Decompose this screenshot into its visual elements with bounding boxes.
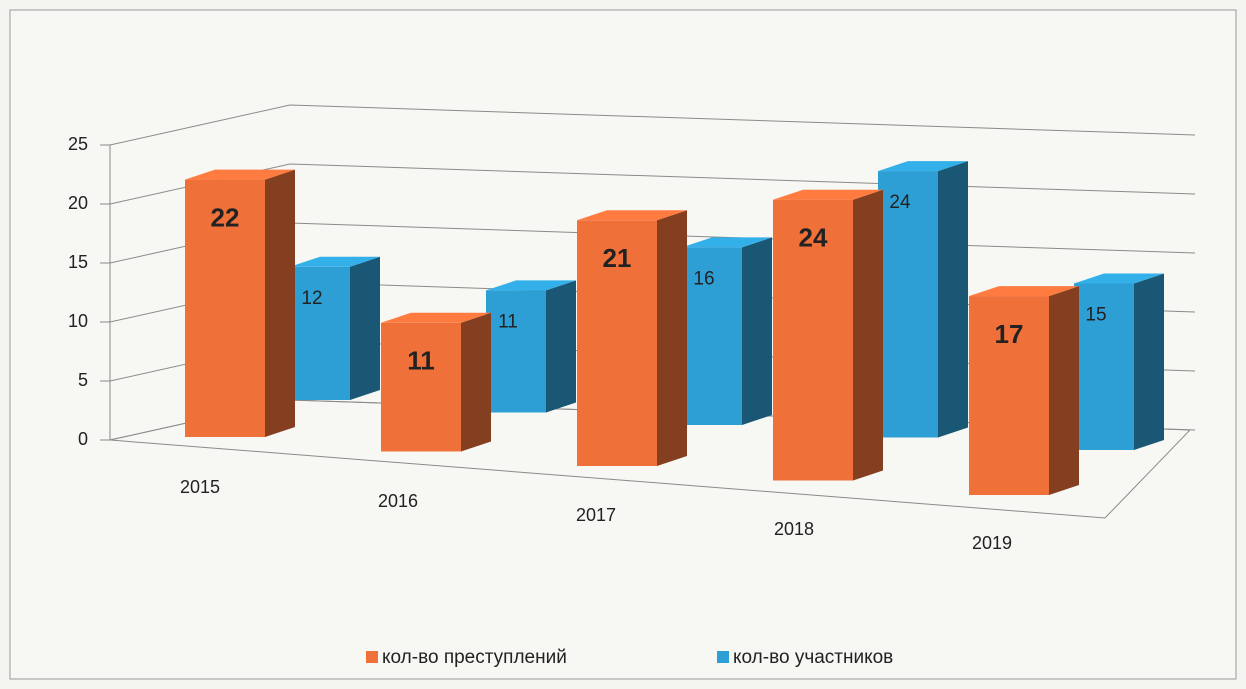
bar <box>682 247 742 425</box>
y-tick-label: 10 <box>68 311 88 331</box>
bar-group: 11 <box>486 280 576 413</box>
bar-group: 17 <box>969 286 1079 495</box>
bar <box>381 322 461 452</box>
bar-side <box>1134 273 1164 450</box>
bar-side <box>265 169 295 437</box>
data-label: 24 <box>889 192 911 213</box>
y-tick-label: 25 <box>68 134 88 154</box>
legend-swatch <box>717 651 729 663</box>
bar-side <box>350 256 380 400</box>
data-label: 12 <box>301 288 322 309</box>
data-label: 11 <box>407 346 435 376</box>
data-label: 16 <box>693 268 714 289</box>
legend-label: кол-во участников <box>733 647 893 668</box>
bar-top <box>773 189 883 200</box>
x-tick-label: 2017 <box>576 505 616 525</box>
data-label: 24 <box>799 223 828 253</box>
bar-side <box>742 237 772 425</box>
bar-side <box>1049 286 1079 495</box>
x-tick-label: 2015 <box>180 477 220 497</box>
bar-top <box>185 169 295 180</box>
data-label: 21 <box>603 243 632 273</box>
y-tick-label: 5 <box>78 370 88 390</box>
bar-group: 21 <box>577 210 687 466</box>
bar <box>969 296 1049 495</box>
bar-side <box>461 312 491 452</box>
x-tick-label: 2018 <box>774 519 814 539</box>
x-tick-label: 2016 <box>378 491 418 511</box>
bar-top <box>969 286 1079 297</box>
bar <box>486 290 546 413</box>
bar-top <box>878 161 968 172</box>
bar-group: 24 <box>773 189 883 481</box>
bar <box>290 266 350 400</box>
bar <box>773 199 853 481</box>
data-label: 15 <box>1085 305 1106 326</box>
bar-top <box>486 280 576 291</box>
bar-group: 22 <box>185 169 295 437</box>
bar-top <box>1074 273 1164 284</box>
data-label: 22 <box>211 202 240 232</box>
bar-top <box>682 237 772 248</box>
bar-group: 16 <box>682 237 772 425</box>
bar-top <box>381 312 491 323</box>
legend-swatch <box>366 651 378 663</box>
x-tick-label: 2019 <box>972 533 1012 553</box>
data-label: 17 <box>995 319 1024 349</box>
bar-side <box>853 189 883 481</box>
bar-group: 24 <box>878 161 968 438</box>
bar-group: 11 <box>381 312 491 452</box>
bar-group: 12 <box>290 256 380 400</box>
bar-side <box>546 280 576 413</box>
bar-top <box>577 210 687 221</box>
bar <box>878 171 938 438</box>
y-tick-label: 15 <box>68 252 88 272</box>
bar <box>185 179 265 437</box>
legend-label: кол-во преступлений <box>382 647 567 668</box>
y-tick-label: 20 <box>68 193 88 213</box>
grid-line <box>109 104 1196 146</box>
y-tick-label: 0 <box>78 429 88 449</box>
bar-side <box>938 161 968 438</box>
bar-group: 15 <box>1074 273 1164 450</box>
bar <box>1074 283 1134 450</box>
data-label: 11 <box>498 311 518 332</box>
bar-top <box>290 256 380 267</box>
bar <box>577 220 657 466</box>
bar-side <box>657 210 687 466</box>
